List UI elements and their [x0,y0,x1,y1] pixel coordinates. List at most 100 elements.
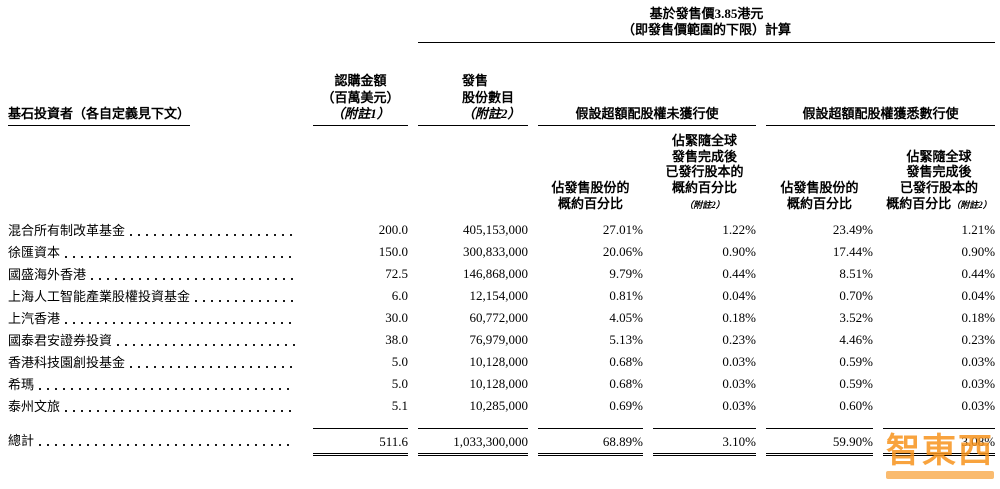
investor-name: 國盛海外香港 [8,267,87,282]
pct-offer-no-exercise-cell: 0.81% [609,288,643,303]
investor-name-cell: 國泰君安證券投資 [8,328,303,350]
subscription-amount-cell: 150.0 [378,244,408,259]
pct-offer-full-exercise-cell: 23.49% [832,222,873,237]
pct-capital-no-exercise-cell: 0.03% [722,354,756,369]
pct-capital-no-exercise-cell: 0.18% [722,310,756,325]
price-basis-header-row: 基於發售價3.85港元 （即發售價範圍的下限）計算 [8,6,996,50]
investor-name: 希瑪 [8,377,35,392]
pct-capital-no-exercise-cell: 0.90% [722,244,756,259]
pct-capital-full-exercise-cell: 0.23% [961,332,996,347]
subscription-amount-cell: 200.0 [378,222,408,237]
pct-capital-full-exercise-cell: 0.44% [961,266,996,281]
offer-shares-cell: 300,833,000 [463,244,528,259]
dot-leader [39,444,295,446]
pct-capital-full-exercise-cell: 1.21% [961,222,996,237]
offer-shares-column-header-cell: 發售 股份數目 （附註2） [408,50,528,126]
subscription-amount-cell: 5.1 [391,398,408,413]
investor-name-cell: 徐匯資本 [8,240,303,262]
watermark: 智東西 [886,434,994,479]
subscription-amount-cell: 5.0 [391,354,408,369]
offer-shares-cell: 60,772,000 [469,310,529,325]
table-row: 徐匯資本 150.0 300,833,000 20.06% 0.90% 17.4… [8,240,995,262]
offer-shares-header-note: （附註2） [462,105,521,121]
subscription-header-line1: 認購金額 [334,73,387,89]
investor-name-cell: 上汽香港 [8,306,303,328]
pct-capital-no-exercise-cell: 0.23% [722,332,756,347]
dot-leader [130,234,295,236]
investor-name: 混合所有制改革基金 [8,223,126,238]
table-row: 希瑪 5.0 10,128,000 0.68% 0.03% 0.59% 0.03… [8,372,995,394]
dot-leader [195,300,295,302]
pct-capital-no-exercise-cell: 0.03% [722,398,756,413]
pct-offer-no-exercise-cell: 4.05% [609,310,643,325]
pct-offer-no-exercise-cell: 27.01% [602,222,643,237]
subscription-header-line2: （百萬美元） [321,89,400,105]
total-row: 總計 511.6 1,033,300,000 68.89% 3.10% 59.9… [8,426,996,456]
group-no-exercise-header-cell: 假設超額配股權未獲行使 [528,50,756,126]
offer-shares-header-line2: 股份數目 [462,89,515,105]
price-basis-line1: 基於發售價3.85港元 [649,6,764,21]
pct-capital-no-exercise-cell: 0.44% [722,266,756,281]
pct-share-capital-no-exercise-header: 佔緊隨全球 發售完成後 已發行股本的 概約百分比（附註2） [665,132,744,211]
sub-capital-note: （附註2） [951,200,992,211]
subscription-amount-cell: 30.0 [385,310,408,325]
pct-share-capital-full-exercise-header: 佔緊隨全球 發售完成後 已發行股本的 概約百分比（附註2） [886,148,992,212]
watermark-logo-text: 智東西 [886,432,994,470]
pct-offer-shares-full-exercise-header: 佔發售股份的 概約百分比 [780,180,859,212]
price-basis-header-cell: 基於發售價3.85港元 （即發售價範圍的下限）計算 [408,6,996,50]
pct-offer-full-exercise-cell: 0.59% [839,354,873,369]
investor-name: 上汽香港 [8,311,61,326]
pct-offer-full-exercise-cell: 8.51% [839,266,873,281]
subscription-amount-cell: 38.0 [385,332,408,347]
dot-leader [65,322,295,324]
investor-name: 徐匯資本 [8,245,61,260]
table-row: 國泰君安證券投資 38.0 76,979,000 5.13% 0.23% 4.4… [8,328,995,350]
offer-shares-header-line1: 發售 [462,73,489,89]
total-label-cell: 總計 [8,426,303,456]
pct-offer-full-exercise-cell: 17.44% [832,244,873,259]
investor-name-cell: 上海人工智能產業股權投資基金 [8,284,303,306]
dot-leader [65,256,295,258]
pct-offer-full-exercise-cell: 0.60% [839,398,873,413]
watermark-subtext-bar [886,471,994,479]
investor-name: 國泰君安證券投資 [8,333,113,348]
subscription-header-note: （附註1） [331,105,390,121]
pct-capital-no-exercise-cell: 0.04% [722,288,756,303]
offer-shares-cell: 76,979,000 [469,332,529,347]
pct-offer-full-exercise-cell: 0.70% [839,288,873,303]
investor-rows: 混合所有制改革基金 200.0 405,153,000 27.01% 1.22%… [8,218,995,416]
table-row: 國盛海外香港 72.5 146,868,000 9.79% 0.44% 8.51… [8,262,995,284]
investor-column-header: 基石投資者（各自定義見下文） [8,103,191,126]
dot-leader [39,388,295,390]
pct-capital-no-exercise-cell: 0.03% [722,376,756,391]
total-pct-offer-full-exercise: 59.90% [756,426,873,456]
table-row: 混合所有制改革基金 200.0 405,153,000 27.01% 1.22%… [8,218,995,240]
total-section: 總計 511.6 1,033,300,000 68.89% 3.10% 59.9… [8,416,996,456]
dot-leader [65,410,295,412]
table-row: 上汽香港 30.0 60,772,000 4.05% 0.18% 3.52% 0… [8,306,995,328]
offer-shares-cell: 10,128,000 [469,354,529,369]
sub-header-row: 佔發售股份的 概約百分比 佔緊隨全球 發售完成後 已發行股本的 概約百分比（附註… [8,126,995,218]
group-full-exercise-header: 假設超額配股權獲悉數行使 [766,106,996,126]
investor-column-header-cell: 基石投資者（各自定義見下文） [8,50,303,126]
investor-name: 上海人工智能產業股權投資基金 [8,289,191,304]
investor-name: 泰州文旅 [8,399,61,414]
investor-name-cell: 混合所有制改革基金 [8,218,303,240]
offer-shares-cell: 10,128,000 [469,376,529,391]
pct-capital-full-exercise-cell: 0.18% [961,310,996,325]
total-subscription-amount: 511.6 [303,426,408,456]
pct-capital-full-exercise-cell: 0.04% [961,288,996,303]
offer-shares-cell: 146,868,000 [463,266,528,281]
total-pct-capital-full-exercise: 3.08% [873,426,996,456]
pct-offer-full-exercise-cell: 0.59% [839,376,873,391]
pct-offer-no-exercise-cell: 0.69% [609,398,643,413]
total-pct-capital-no-exercise: 3.10% [643,426,756,456]
pct-capital-full-exercise-cell: 0.03% [961,376,996,391]
subscription-amount-cell: 6.0 [391,288,408,303]
group-full-exercise-header-cell: 假設超額配股權獲悉數行使 [756,50,996,126]
offer-shares-cell: 10,285,000 [469,398,529,413]
pct-offer-no-exercise-cell: 9.79% [609,266,643,281]
total-pct-offer-no-exercise: 68.89% [528,426,643,456]
investor-name-cell: 香港科技園創投基金 [8,350,303,372]
subscription-column-header-cell: 認購金額 （百萬美元） （附註1） [303,50,408,126]
